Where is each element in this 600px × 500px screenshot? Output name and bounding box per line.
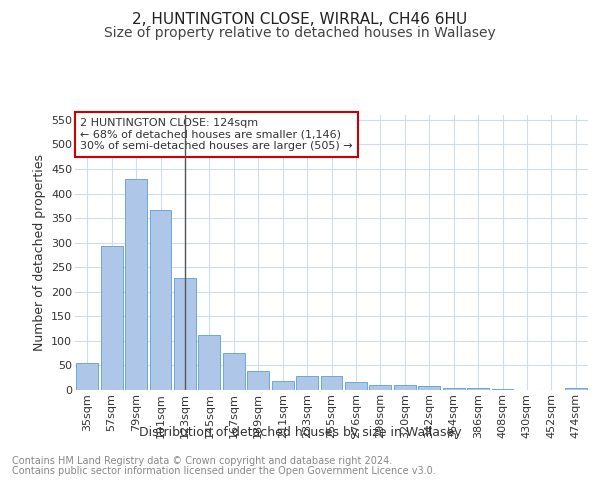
Bar [320,376,343,390]
Bar [345,382,367,390]
Text: 2, HUNTINGTON CLOSE, WIRRAL, CH46 6HU: 2, HUNTINGTON CLOSE, WIRRAL, CH46 6HU [133,12,467,28]
Bar [223,352,245,390]
Bar [247,372,269,390]
Bar [418,386,440,390]
Text: Contains HM Land Registry data © Crown copyright and database right 2024.: Contains HM Land Registry data © Crown c… [12,456,392,466]
Bar [76,363,98,390]
Bar [467,388,489,390]
Bar [174,278,196,390]
Bar [296,376,318,390]
Bar [370,384,391,390]
Bar [491,389,514,390]
Bar [394,385,416,390]
Y-axis label: Number of detached properties: Number of detached properties [32,154,46,351]
Bar [149,210,172,390]
Text: Contains public sector information licensed under the Open Government Licence v3: Contains public sector information licen… [12,466,436,476]
Bar [101,246,122,390]
Bar [565,388,587,390]
Text: Distribution of detached houses by size in Wallasey: Distribution of detached houses by size … [139,426,461,439]
Bar [272,381,293,390]
Bar [125,179,147,390]
Text: 2 HUNTINGTON CLOSE: 124sqm
← 68% of detached houses are smaller (1,146)
30% of s: 2 HUNTINGTON CLOSE: 124sqm ← 68% of deta… [80,118,353,151]
Bar [199,334,220,390]
Bar [443,388,464,390]
Text: Size of property relative to detached houses in Wallasey: Size of property relative to detached ho… [104,26,496,40]
